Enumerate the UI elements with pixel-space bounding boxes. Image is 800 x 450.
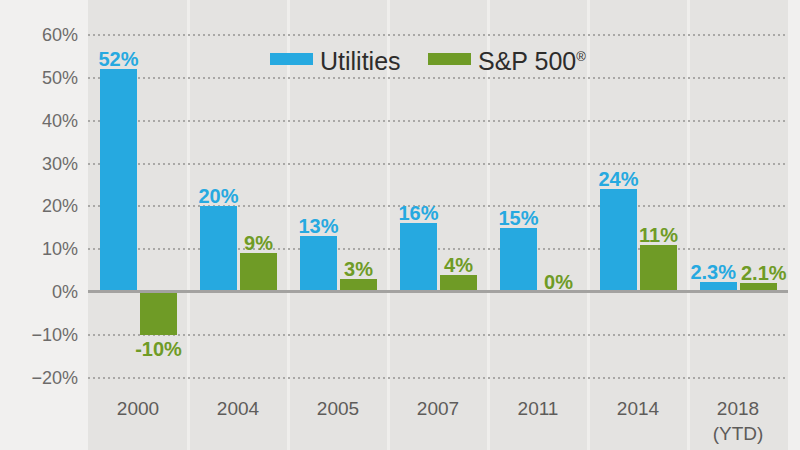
utilities-swatch-icon	[270, 53, 313, 65]
y-axis-tick-label: −10%	[0, 324, 78, 346]
gridline	[88, 377, 788, 379]
y-axis-tick-label: 50%	[0, 67, 78, 89]
bar-value-label: 2.1%	[741, 261, 800, 285]
legend-item-sp500: S&P 500®	[428, 45, 586, 73]
bar-value-label: 11%	[609, 223, 709, 247]
bar-value-label: 0%	[509, 270, 609, 294]
bar-utilities-2000	[100, 69, 137, 292]
bar-value-label: 3%	[309, 257, 409, 281]
bar-value-label: 2.3%	[650, 260, 736, 284]
x-axis-label: 2000	[88, 396, 188, 421]
gridline	[88, 77, 788, 79]
y-axis-tick-label: 60%	[0, 24, 78, 46]
sp500-swatch-icon	[428, 53, 471, 65]
category-separator	[587, 0, 590, 450]
y-axis-tick-label: 40%	[0, 110, 78, 132]
legend-label-sp500: S&P 500®	[478, 43, 586, 75]
bar-chart: Utilities S&P 500® 60% 50% 40% 30% 20% 10% 0% −…	[0, 0, 800, 450]
gridline	[88, 120, 788, 122]
category-separator	[187, 0, 190, 450]
bar-value-label: 52%	[69, 47, 169, 71]
bar-value-label: -10%	[109, 337, 209, 361]
x-axis-label: 2018 (YTD)	[688, 396, 788, 446]
y-axis-tick-label: 10%	[0, 238, 78, 260]
bar-sp500-2000	[140, 292, 177, 335]
bar-value-label: 20%	[169, 184, 269, 208]
x-axis-label: 2014	[588, 396, 688, 421]
gridline	[88, 34, 788, 36]
bar-sp500-2004	[240, 253, 277, 292]
gridline	[88, 163, 788, 165]
y-axis-tick-label: −20%	[0, 367, 78, 389]
bar-value-label: 9%	[209, 231, 309, 255]
bar-value-label: 24%	[569, 167, 669, 191]
y-axis-tick-label: 20%	[0, 195, 78, 217]
y-axis-tick-label: 0%	[0, 281, 78, 303]
x-axis-label: 2011	[488, 396, 588, 421]
y-axis-tick-label: 30%	[0, 153, 78, 175]
bar-value-label: 15%	[469, 206, 569, 230]
gridline	[88, 248, 788, 250]
legend-item-utilities: Utilities	[270, 45, 401, 73]
gridline	[88, 334, 788, 336]
bar-value-label: 4%	[409, 253, 509, 277]
legend-label-utilities: Utilities	[320, 43, 401, 75]
x-axis-label: 2004	[188, 396, 288, 421]
bar-value-label: 16%	[369, 201, 469, 225]
zero-axis-line	[88, 290, 788, 293]
x-axis-label: 2007	[388, 396, 488, 421]
x-axis-label: 2005	[288, 396, 388, 421]
